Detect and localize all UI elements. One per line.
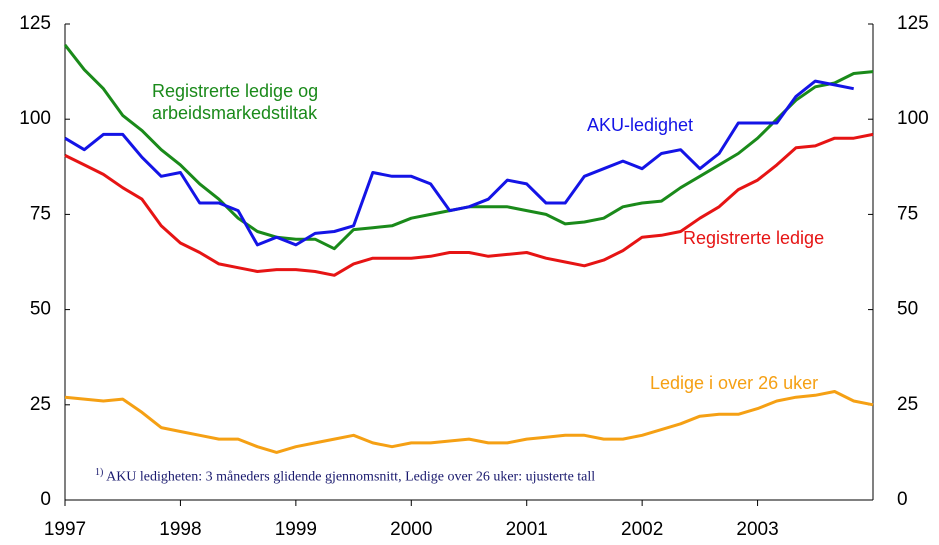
x-tick-label: 2000 bbox=[390, 519, 432, 540]
y-tick-label: 125 bbox=[19, 13, 51, 34]
x-tick-label: 1997 bbox=[44, 519, 86, 540]
footnote-mark: 1) bbox=[95, 467, 104, 478]
series-label: Registrerte ledige bbox=[683, 228, 825, 248]
series-line bbox=[64, 79, 854, 247]
series-line bbox=[64, 132, 874, 277]
y-tick-label: 0 bbox=[40, 489, 51, 510]
y-tick-label: 50 bbox=[30, 299, 51, 320]
x-tick-label: 1998 bbox=[159, 519, 201, 540]
y2-tick-label: 100 bbox=[897, 108, 929, 129]
y2-tick-label: 125 bbox=[897, 13, 929, 34]
y2-tick-label: 75 bbox=[897, 203, 918, 224]
x-tick-label: 2003 bbox=[736, 519, 778, 540]
y-tick-label: 75 bbox=[30, 203, 51, 224]
y2-tick-label: 25 bbox=[897, 394, 918, 415]
series-label: AKU-ledighet bbox=[587, 115, 694, 135]
footnote-block: 1) AKU ledigheten: 3 måneders glidende g… bbox=[95, 467, 595, 486]
y2-tick-label: 50 bbox=[897, 299, 918, 320]
x-tick-label: 1999 bbox=[275, 519, 317, 540]
series-label: Ledige i over 26 uker bbox=[650, 373, 819, 393]
y-tick-label: 100 bbox=[19, 108, 51, 129]
y-tick-label: 25 bbox=[30, 394, 51, 415]
footnote: AKU ledigheten: 3 måneders glidende gjen… bbox=[106, 469, 596, 485]
y2-tick-label: 0 bbox=[897, 489, 908, 510]
x-tick-label: 2002 bbox=[621, 519, 663, 540]
series-label: Registrerte ledige og arbeidsmarkedstilt… bbox=[152, 81, 319, 123]
series-line bbox=[64, 390, 874, 454]
series-line bbox=[63, 43, 874, 251]
x-tick-label: 2001 bbox=[506, 519, 548, 540]
